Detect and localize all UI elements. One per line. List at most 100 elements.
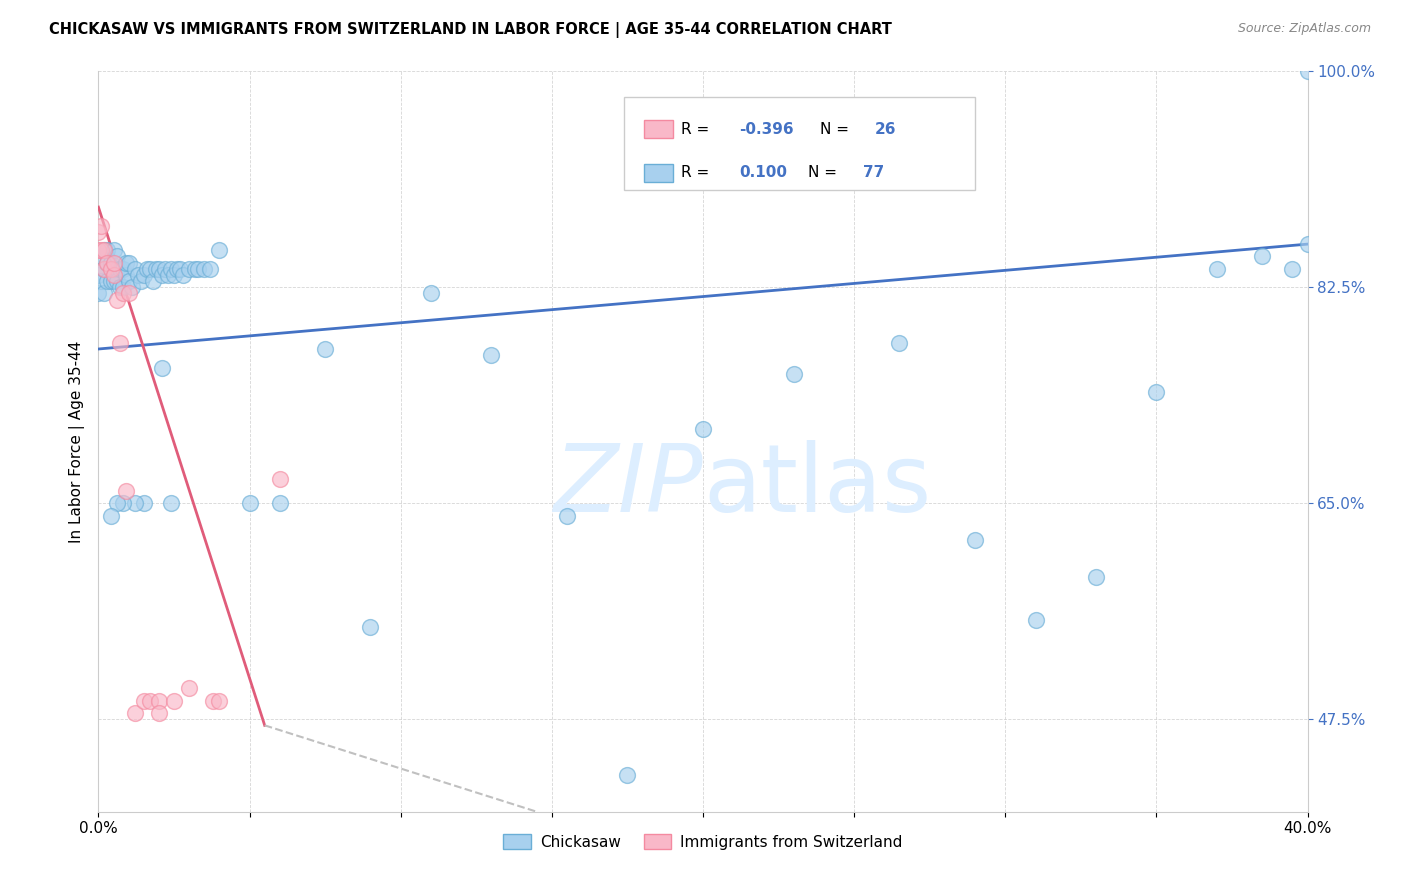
Point	[169, 261, 191, 276]
Point	[139, 261, 162, 276]
Point	[87, 286, 110, 301]
Point	[555, 508, 578, 523]
Point	[269, 496, 291, 510]
Point	[87, 268, 110, 282]
Point	[269, 471, 291, 485]
Text: CHICKASAW VS IMMIGRANTS FROM SWITZERLAND IN LABOR FORCE | AGE 35-44 CORRELATION : CHICKASAW VS IMMIGRANTS FROM SWITZERLAND…	[49, 22, 891, 38]
Point	[108, 261, 131, 276]
Point	[150, 360, 173, 375]
Point	[1296, 237, 1319, 252]
Point	[481, 348, 503, 362]
Point	[314, 342, 336, 356]
Point	[124, 706, 146, 720]
Point	[163, 268, 186, 282]
FancyBboxPatch shape	[644, 120, 673, 138]
Point	[105, 261, 128, 276]
Point	[118, 286, 141, 301]
Point	[179, 681, 201, 696]
Point	[108, 335, 131, 350]
Point	[90, 274, 112, 288]
Point	[100, 508, 122, 523]
Text: R =: R =	[682, 165, 714, 180]
Text: ZIP: ZIP	[554, 441, 703, 532]
Point	[145, 261, 167, 276]
Point	[105, 274, 128, 288]
Point	[1144, 385, 1167, 400]
Point	[420, 286, 443, 301]
Point	[150, 268, 173, 282]
Point	[118, 274, 141, 288]
Point	[111, 280, 134, 294]
Point	[202, 694, 225, 708]
Point	[692, 422, 714, 436]
Point	[160, 261, 183, 276]
Point	[103, 244, 125, 258]
Point	[129, 274, 152, 288]
Point	[103, 255, 125, 269]
Point	[103, 261, 125, 276]
FancyBboxPatch shape	[644, 164, 673, 182]
Legend: Chickasaw, Immigrants from Switzerland: Chickasaw, Immigrants from Switzerland	[498, 828, 908, 856]
Point	[142, 274, 165, 288]
Point	[193, 261, 215, 276]
Text: 0.100: 0.100	[740, 165, 787, 180]
Point	[1296, 64, 1319, 78]
Point	[90, 244, 112, 258]
Point	[90, 250, 112, 264]
Point	[156, 268, 179, 282]
Point	[93, 244, 115, 258]
Text: -0.396: -0.396	[740, 121, 794, 136]
Point	[200, 261, 222, 276]
Point	[114, 255, 136, 269]
Point	[96, 255, 118, 269]
Point	[208, 244, 231, 258]
Point	[108, 280, 131, 294]
Point	[965, 533, 987, 548]
Point	[148, 694, 170, 708]
Point	[187, 261, 209, 276]
Point	[184, 261, 207, 276]
Point	[118, 255, 141, 269]
Text: N =: N =	[808, 165, 842, 180]
Point	[90, 219, 112, 233]
Point	[100, 255, 122, 269]
Point	[93, 244, 115, 258]
Point	[172, 268, 194, 282]
Point	[96, 255, 118, 269]
Point	[93, 286, 115, 301]
Point	[148, 706, 170, 720]
Text: atlas: atlas	[703, 440, 931, 532]
Point	[105, 293, 128, 307]
Point	[105, 496, 128, 510]
Text: 77: 77	[863, 165, 884, 180]
Point	[132, 268, 155, 282]
FancyBboxPatch shape	[624, 97, 976, 190]
Point	[114, 483, 136, 498]
Point	[889, 335, 911, 350]
Point	[148, 261, 170, 276]
Point	[616, 768, 638, 782]
Point	[1085, 570, 1108, 584]
Text: N =: N =	[820, 121, 855, 136]
Point	[124, 261, 146, 276]
Point	[124, 496, 146, 510]
Point	[1206, 261, 1229, 276]
Point	[100, 261, 122, 276]
Point	[111, 261, 134, 276]
Point	[208, 694, 231, 708]
Point	[360, 619, 382, 633]
Point	[127, 268, 149, 282]
Point	[239, 496, 262, 510]
Point	[111, 496, 134, 510]
Text: R =: R =	[682, 121, 714, 136]
Point	[96, 244, 118, 258]
Point	[139, 694, 162, 708]
Point	[103, 268, 125, 282]
Point	[121, 280, 143, 294]
Y-axis label: In Labor Force | Age 35-44: In Labor Force | Age 35-44	[69, 341, 84, 542]
Point	[93, 261, 115, 276]
Point	[166, 261, 188, 276]
Point	[132, 496, 155, 510]
Point	[1281, 261, 1303, 276]
Point	[179, 261, 201, 276]
